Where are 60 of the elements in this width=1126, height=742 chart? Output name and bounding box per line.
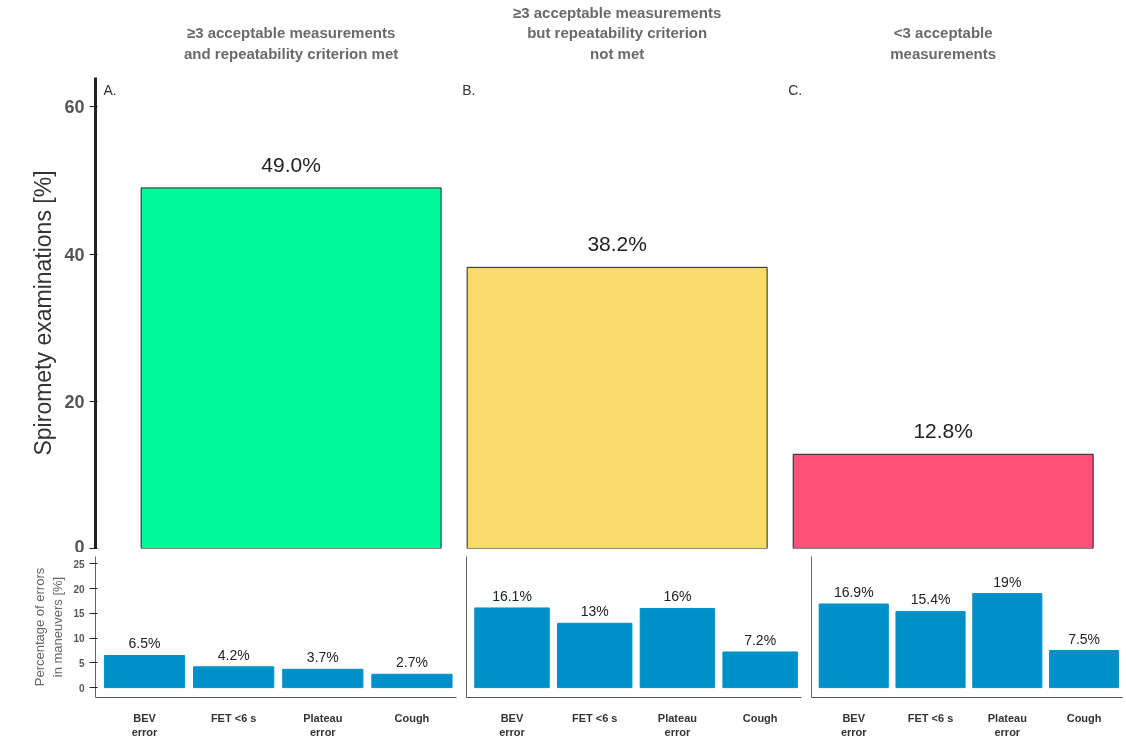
x-tick-label: FET <6 s — [571, 711, 618, 724]
bar — [140, 187, 442, 549]
bar — [818, 603, 889, 689]
data-label: 6.5% — [128, 635, 161, 652]
y-tick-label: 0 — [74, 536, 85, 557]
x-tick-label: BEV error — [499, 711, 526, 738]
y-tick-label: 10 — [73, 633, 85, 645]
x-tick-label: Cough — [742, 711, 778, 724]
data-label: 3.7% — [306, 649, 339, 666]
y-tick-label: 0 — [78, 682, 85, 694]
annotation: B. — [462, 81, 476, 98]
y-tick-label: 60 — [64, 97, 85, 118]
x-tick-label: Plateau error — [657, 711, 697, 738]
x-tick-label: Plateau error — [987, 711, 1027, 738]
data-label: 7.5% — [1068, 630, 1101, 647]
data-label: 4.2% — [217, 646, 250, 663]
bar — [282, 668, 364, 689]
bar — [466, 266, 768, 549]
data-label: 13% — [580, 603, 609, 620]
data-label: 16.9% — [833, 583, 874, 600]
data-label: 15.4% — [910, 591, 951, 608]
y-tick-label: 15 — [73, 608, 85, 620]
bar — [792, 453, 1094, 549]
y-axis-title: Spiromety examinations [%] — [30, 170, 57, 456]
x-tick-label: FET <6 s — [907, 711, 954, 724]
bar — [371, 673, 453, 689]
y-tick-label: 25 — [73, 558, 85, 570]
bar — [722, 651, 798, 689]
x-tick-label: Plateau error — [303, 711, 343, 738]
x-tick-label: BEV error — [840, 711, 868, 738]
x-tick-label: Cough — [1066, 711, 1102, 724]
x-tick-label: ≥3 acceptable measurements and repeatability criterion met — [184, 24, 399, 62]
bar — [895, 610, 966, 689]
data-label: 38.2% — [587, 232, 647, 256]
data-label: 16% — [663, 588, 692, 605]
data-label: 2.7% — [395, 654, 428, 671]
bar — [103, 654, 186, 689]
data-label: 19% — [993, 573, 1022, 590]
x-tick-label: BEV error — [131, 711, 159, 738]
y-tick-label: 5 — [78, 657, 85, 669]
bar — [556, 622, 633, 689]
y-axis-title: Percentage of errors in maneuvers [%] — [32, 567, 66, 687]
x-tick-label: ≥3 acceptable measurements but repeatability criterion not met — [512, 3, 722, 62]
x-tick-label: <3 acceptable measurements — [890, 24, 997, 62]
y-tick-label: 40 — [64, 244, 85, 265]
annotation: C. — [788, 81, 803, 98]
x-tick-label: Cough — [394, 711, 430, 724]
x-tick-label: FET <6 s — [210, 711, 257, 724]
data-label: 7.2% — [744, 631, 777, 648]
y-tick-label: 20 — [64, 391, 85, 412]
bar — [639, 607, 716, 689]
data-label: 12.8% — [913, 419, 973, 443]
bar — [474, 607, 550, 689]
bar — [193, 666, 275, 689]
data-label: 16.1% — [492, 587, 532, 604]
bar — [1049, 650, 1120, 689]
text: A. — [103, 81, 117, 98]
y-tick-label: 20 — [73, 583, 85, 595]
data-label: 49.0% — [261, 152, 321, 176]
bar — [972, 593, 1043, 689]
